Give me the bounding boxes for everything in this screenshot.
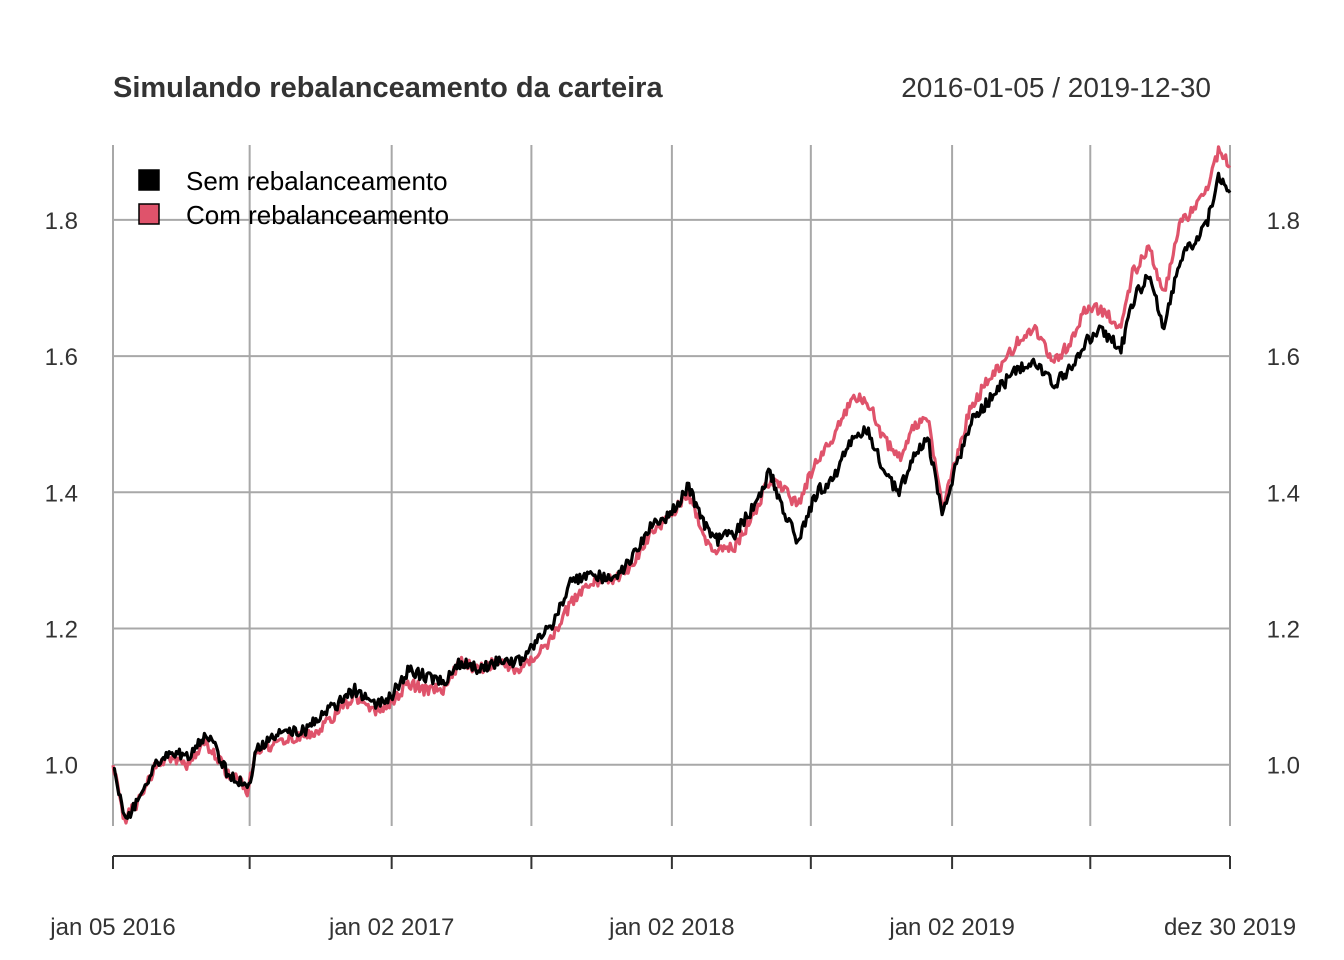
vertical-gridlines [112,145,1231,826]
y-tick-label-right: 1.0 [1267,753,1300,780]
series-line-sem-rebalanceamento [112,171,1232,820]
chart-title: Simulando rebalanceamento da carteira [113,72,663,104]
y-tick-label-right: 1.6 [1267,344,1300,371]
y-tick-label-right: 1.4 [1267,480,1300,507]
legend-label-sem: Sem rebalanceamento [186,166,448,196]
y-tick-label-right: 1.2 [1267,617,1300,644]
legend-label-com: Com rebalanceamento [186,200,449,230]
y-axis-labels-left: 1.0 1.2 1.4 1.6 1.8 [45,208,78,780]
legend-swatch-sem [138,169,160,191]
legend: Sem rebalanceamento Com rebalanceamento [138,166,449,230]
y-tick-label-right: 1.8 [1267,208,1300,235]
x-tick-label: jan 02 2019 [888,914,1014,941]
y-tick-label-left: 1.0 [45,753,78,780]
y-tick-label-left: 1.4 [45,480,78,507]
horizontal-gridlines [113,218,1230,766]
legend-swatch-com [138,203,160,225]
x-tick-label: jan 02 2018 [608,914,734,941]
y-axis-labels-right: 1.0 1.2 1.4 1.6 1.8 [1267,208,1300,780]
x-tick-label: jan 05 2016 [49,914,175,941]
y-tick-label-left: 1.8 [45,208,78,235]
x-tick-label: jan 02 2017 [328,914,454,941]
series-lines [111,145,1232,825]
y-tick-label-left: 1.6 [45,344,78,371]
x-axis-labels: jan 05 2016 jan 02 2017 jan 02 2018 jan 02 … [49,914,1296,941]
chart-date-range: 2016-01-05 / 2019-12-30 [901,72,1211,103]
x-axis-ticks [112,856,1231,869]
y-tick-label-left: 1.2 [45,617,78,644]
x-tick-label: dez 30 2019 [1164,914,1296,941]
